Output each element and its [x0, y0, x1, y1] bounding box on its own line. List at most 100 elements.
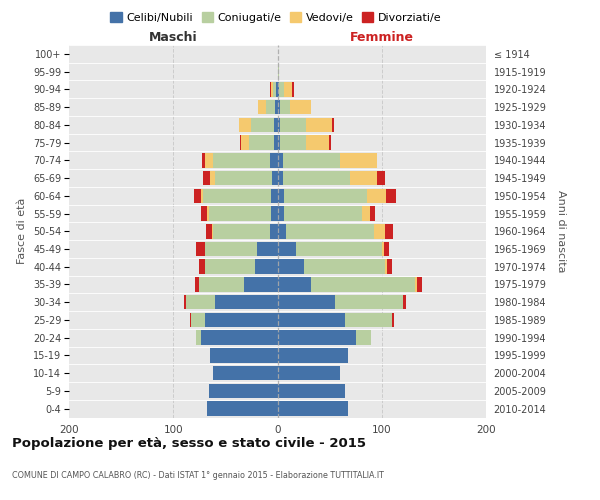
Bar: [196, 242, 205, 256]
Bar: [292, 82, 294, 96]
Bar: [277, 384, 345, 398]
Bar: [205, 242, 257, 256]
Bar: [205, 312, 277, 327]
Bar: [345, 312, 392, 327]
Bar: [271, 188, 277, 203]
Bar: [205, 260, 254, 274]
Bar: [283, 153, 340, 168]
Bar: [280, 118, 305, 132]
Bar: [277, 82, 278, 96]
Bar: [284, 188, 367, 203]
Bar: [213, 153, 270, 168]
Bar: [202, 188, 203, 203]
Bar: [213, 366, 277, 380]
Bar: [277, 295, 335, 310]
Bar: [210, 348, 277, 362]
Bar: [202, 330, 277, 345]
Bar: [213, 224, 270, 238]
Bar: [277, 136, 280, 150]
Bar: [277, 118, 280, 132]
Y-axis label: Anni di nascita: Anni di nascita: [556, 190, 566, 272]
Bar: [362, 206, 370, 221]
Bar: [206, 206, 209, 221]
Bar: [332, 118, 334, 132]
Bar: [384, 242, 389, 256]
Bar: [184, 295, 186, 310]
Bar: [335, 295, 403, 310]
Bar: [215, 295, 277, 310]
Bar: [367, 188, 386, 203]
Bar: [284, 82, 292, 96]
Bar: [199, 260, 205, 274]
Bar: [277, 242, 296, 256]
Bar: [277, 64, 278, 79]
Bar: [212, 224, 213, 238]
Bar: [239, 118, 251, 132]
Bar: [215, 171, 272, 186]
Bar: [277, 188, 284, 203]
Bar: [275, 100, 277, 114]
Bar: [350, 171, 377, 186]
Bar: [240, 136, 241, 150]
Bar: [270, 153, 277, 168]
Bar: [266, 100, 275, 114]
Bar: [206, 224, 212, 238]
Bar: [274, 82, 277, 96]
Bar: [386, 188, 397, 203]
Bar: [209, 206, 271, 221]
Bar: [250, 136, 274, 150]
Text: Maschi: Maschi: [149, 31, 197, 44]
Bar: [385, 224, 393, 238]
Bar: [284, 206, 362, 221]
Bar: [241, 136, 250, 150]
Bar: [277, 402, 349, 416]
Bar: [203, 171, 210, 186]
Bar: [296, 242, 382, 256]
Bar: [290, 100, 311, 114]
Bar: [251, 118, 274, 132]
Bar: [206, 402, 277, 416]
Bar: [199, 277, 244, 291]
Bar: [305, 136, 329, 150]
Bar: [277, 277, 311, 291]
Legend: Celibi/Nubili, Coniugati/e, Vedovi/e, Divorziati/e: Celibi/Nubili, Coniugati/e, Vedovi/e, Di…: [106, 8, 446, 28]
Bar: [274, 136, 277, 150]
Bar: [356, 330, 371, 345]
Bar: [274, 118, 277, 132]
Bar: [277, 206, 284, 221]
Bar: [195, 277, 199, 291]
Bar: [277, 260, 304, 274]
Bar: [270, 224, 277, 238]
Bar: [385, 260, 387, 274]
Bar: [283, 171, 350, 186]
Bar: [382, 242, 384, 256]
Text: Femmine: Femmine: [350, 31, 414, 44]
Bar: [277, 348, 349, 362]
Bar: [329, 136, 331, 150]
Bar: [278, 82, 284, 96]
Bar: [270, 82, 271, 96]
Bar: [277, 100, 280, 114]
Bar: [374, 224, 385, 238]
Bar: [257, 100, 266, 114]
Bar: [392, 312, 394, 327]
Bar: [277, 312, 345, 327]
Bar: [387, 260, 392, 274]
Bar: [377, 171, 385, 186]
Bar: [190, 312, 191, 327]
Text: COMUNE DI CAMPO CALABRO (RC) - Dati ISTAT 1° gennaio 2015 - Elaborazione TUTTITA: COMUNE DI CAMPO CALABRO (RC) - Dati ISTA…: [12, 470, 384, 480]
Bar: [203, 188, 271, 203]
Bar: [194, 188, 202, 203]
Bar: [196, 330, 202, 345]
Bar: [277, 224, 286, 238]
Bar: [277, 330, 356, 345]
Bar: [210, 171, 215, 186]
Bar: [202, 153, 205, 168]
Bar: [304, 260, 385, 274]
Bar: [191, 312, 205, 327]
Bar: [417, 277, 422, 291]
Y-axis label: Fasce di età: Fasce di età: [17, 198, 28, 264]
Bar: [254, 260, 277, 274]
Bar: [257, 242, 277, 256]
Bar: [271, 206, 277, 221]
